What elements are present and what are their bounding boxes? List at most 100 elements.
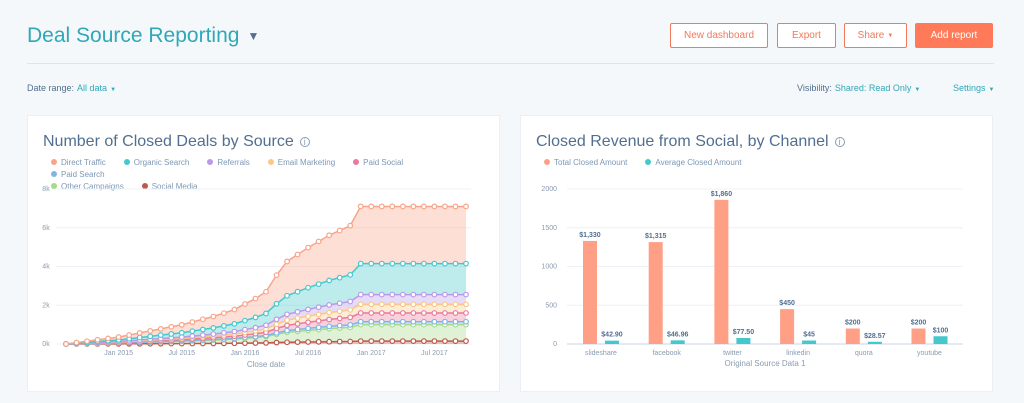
data-point xyxy=(452,318,459,325)
data-point xyxy=(189,333,196,339)
date-range-filter[interactable]: Date range: All data ▼ xyxy=(27,83,117,93)
data-point xyxy=(231,306,238,313)
data-point xyxy=(399,291,406,298)
data-point xyxy=(336,274,343,281)
data-point xyxy=(305,325,312,332)
info-icon[interactable]: i xyxy=(299,136,310,147)
data-point xyxy=(389,338,396,344)
data-point xyxy=(336,308,343,315)
bar xyxy=(605,340,619,344)
data-point xyxy=(336,322,343,329)
data-point xyxy=(431,260,438,267)
legend-dot-icon xyxy=(141,183,148,189)
data-point xyxy=(242,317,248,324)
data-point xyxy=(284,258,290,265)
legend-dot-icon xyxy=(544,159,550,165)
data-point xyxy=(168,331,175,337)
data-point xyxy=(231,328,238,335)
data-point xyxy=(315,338,322,345)
data-point xyxy=(347,222,354,229)
legend-item[interactable]: Organic Search xyxy=(116,158,190,167)
legend-item[interactable]: Email Marketing xyxy=(260,158,335,167)
data-point xyxy=(368,260,375,267)
data-label: $100 xyxy=(933,327,949,334)
visibility-filter[interactable]: Visibility: Shared: Read Only ▼ xyxy=(797,83,921,93)
y-tick-label: 0k xyxy=(42,341,50,348)
data-point xyxy=(399,318,406,325)
legend-dot-icon xyxy=(51,171,57,177)
legend-label: Organic Search xyxy=(133,158,190,167)
legend-item[interactable]: Total Closed Amount xyxy=(536,158,627,167)
data-point xyxy=(442,338,448,344)
legend-item[interactable]: Paid Social xyxy=(345,158,403,167)
data-point xyxy=(347,306,354,313)
data-point xyxy=(410,310,417,316)
data-point xyxy=(410,301,417,308)
info-icon[interactable]: i xyxy=(834,136,845,147)
legend-item[interactable]: Paid Search xyxy=(43,170,105,179)
y-tick-label: 4k xyxy=(42,264,50,271)
data-point xyxy=(410,203,417,210)
bar xyxy=(583,240,597,344)
dashboard-title[interactable]: Deal Source Reporting ▼ xyxy=(27,24,260,47)
chart-legend: Direct Traffic Organic Search Referrals Ema… xyxy=(43,157,483,193)
bar-chart: 0 500 1000 1500 2000 slideshare $1,330 $42.90 fa… xyxy=(541,186,963,368)
data-point xyxy=(389,291,396,298)
legend-item[interactable]: Average Closed Amount xyxy=(637,158,742,167)
x-tick-label: twitter xyxy=(723,350,742,357)
data-point xyxy=(284,327,290,334)
x-tick-label: quora xyxy=(855,350,873,357)
settings-dropdown[interactable]: Settings ▼ xyxy=(953,83,995,93)
data-point xyxy=(178,321,185,328)
bar xyxy=(648,242,663,344)
data-point xyxy=(315,304,322,311)
data-point xyxy=(378,338,385,344)
data-point xyxy=(273,300,280,307)
data-point xyxy=(357,260,364,267)
legend-label: Paid Search xyxy=(61,170,105,179)
data-point xyxy=(305,339,312,345)
data-point xyxy=(347,271,354,278)
data-point xyxy=(84,338,90,345)
data-point xyxy=(442,310,448,316)
data-point xyxy=(378,291,385,298)
data-point xyxy=(305,244,312,251)
x-tick-label: Jan 2016 xyxy=(231,350,260,357)
data-point xyxy=(336,315,343,322)
data-point xyxy=(431,291,438,298)
bar xyxy=(867,341,882,344)
export-button[interactable]: Export xyxy=(777,23,836,48)
data-point xyxy=(378,310,385,316)
data-point xyxy=(389,260,396,267)
area-direct-traffic xyxy=(66,206,466,344)
data-label: $1,330 xyxy=(579,232,601,239)
data-point xyxy=(326,277,333,284)
data-point xyxy=(463,291,469,298)
legend-item[interactable]: Direct Traffic xyxy=(43,158,106,167)
data-point xyxy=(315,238,322,245)
data-point xyxy=(431,338,438,344)
data-point xyxy=(368,338,375,344)
legend-item[interactable]: Social Media xyxy=(134,182,198,191)
data-label: $450 xyxy=(779,300,795,307)
legend-item[interactable]: Other Campaigns xyxy=(43,182,124,191)
data-label: $77.50 xyxy=(733,329,755,336)
data-point xyxy=(452,301,459,308)
share-button[interactable]: Share ▼ xyxy=(844,23,907,48)
add-report-button[interactable]: Add report xyxy=(915,23,993,48)
data-point xyxy=(431,301,438,308)
data-point xyxy=(284,317,290,324)
data-point xyxy=(220,310,227,317)
data-point xyxy=(252,314,259,321)
area-other-campaigns xyxy=(66,324,466,344)
legend-item[interactable]: Referrals xyxy=(199,158,250,167)
caret-down-icon[interactable]: ▼ xyxy=(247,29,260,44)
data-point xyxy=(347,338,354,345)
legend-label: Email Marketing xyxy=(277,158,336,167)
x-tick-label: Jul 2017 xyxy=(421,350,448,357)
data-point xyxy=(252,324,259,331)
data-point xyxy=(94,336,101,343)
data-point xyxy=(389,203,396,210)
new-dashboard-button[interactable]: New dashboard xyxy=(670,23,768,48)
x-tick-label: Jul 2016 xyxy=(295,350,322,357)
